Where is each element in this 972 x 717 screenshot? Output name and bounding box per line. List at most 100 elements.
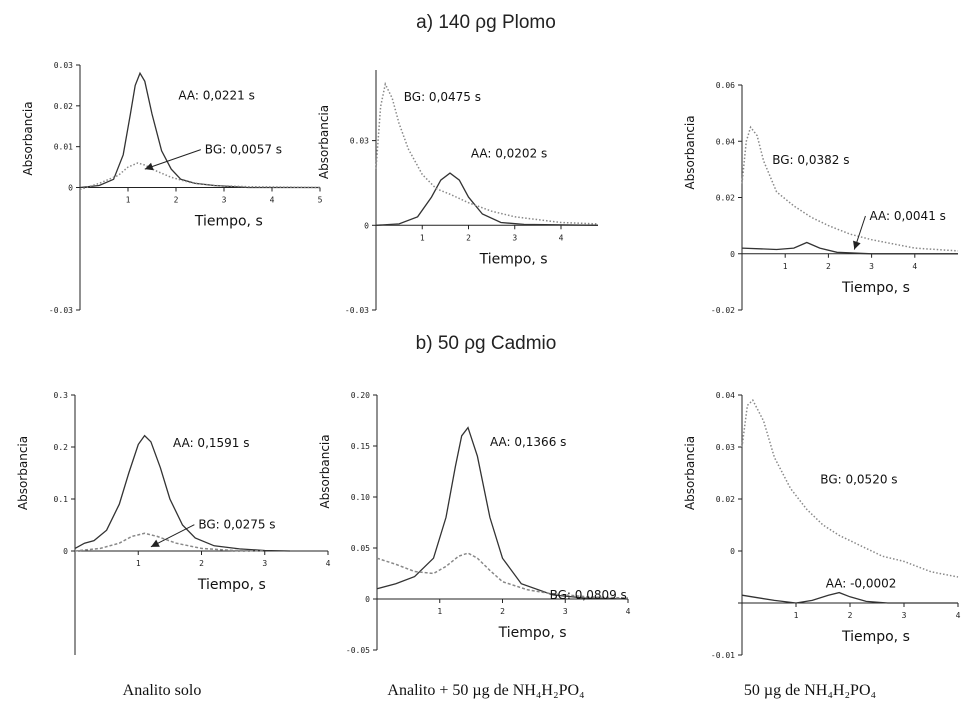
y-tick-label: -0.03 <box>49 306 73 315</box>
y-tick-label: 0.03 <box>54 61 73 70</box>
y-tick-label: 0 <box>365 595 370 604</box>
y-tick-label: -0.03 <box>345 306 369 315</box>
x-tick-label: 2 <box>826 262 831 271</box>
x-tick-label: 1 <box>420 233 425 242</box>
x-tick-label: 3 <box>869 262 874 271</box>
annotation-label: BG: 0,0382 s <box>772 153 849 167</box>
y-tick-label: 0.20 <box>351 391 370 400</box>
x-tick-label: 4 <box>270 196 275 205</box>
x-tick-label: 3 <box>902 611 907 620</box>
x-tick-label: 3 <box>512 233 517 242</box>
annotation-label: BG: 0,0057 s <box>205 143 282 157</box>
aa-signal-line <box>79 71 320 189</box>
annotation-label: AA: 0,1366 s <box>490 435 566 449</box>
y-tick-label: 0.04 <box>716 391 735 400</box>
bg-signal-line <box>375 81 599 225</box>
y-tick-label: 0 <box>730 547 735 556</box>
annotation-label: BG: 0,0809 s <box>550 588 627 602</box>
annotation-arrow <box>150 524 195 548</box>
y-tick-label: 0.15 <box>351 442 370 451</box>
annotation-label: BG: 0,0520 s <box>820 472 897 486</box>
x-tick-label: 2 <box>174 196 179 205</box>
x-tick-label: 4 <box>956 611 961 620</box>
x-tick-label: 2 <box>500 607 505 616</box>
bg-signal-line <box>376 552 629 599</box>
y-tick-label: 0.2 <box>54 443 69 452</box>
annotation-label: AA: 0,0041 s <box>869 209 945 223</box>
chart-panel-5: -0.05 0 0.05 0.10 0.15 0.20 1 2 3 4 Absorbancia Tie… <box>318 391 631 655</box>
x-tick-label: 2 <box>848 611 853 620</box>
annotation-label: BG: 0,0275 s <box>198 518 275 532</box>
y-axis-label: Absorbancia <box>318 434 332 508</box>
chart-panel-4: 0 0.1 0.2 0.3 1 2 3 4 Absorbancia Tiempo, s AA: 0,… <box>16 391 331 655</box>
x-tick-label: 1 <box>126 196 131 205</box>
y-tick-label: 0.01 <box>54 143 73 152</box>
y-tick-label: 0 <box>730 250 735 259</box>
y-axis-label: Absorbancia <box>683 436 697 510</box>
aa-signal-line <box>74 434 291 552</box>
chart-panel-6: -0.01 0 0.02 0.03 0.04 1 2 3 4 Absorbancia Tiempo,… <box>683 391 961 660</box>
x-axis-label: Tiempo, s <box>197 577 266 593</box>
annotation-arrowhead <box>150 539 160 547</box>
aa-signal-line <box>741 241 958 255</box>
x-axis-label: Tiempo, s <box>841 629 910 645</box>
x-tick-label: 1 <box>794 611 799 620</box>
caption-analyte-only: Analito solo <box>122 682 202 699</box>
y-tick-label: 0.02 <box>716 495 735 504</box>
annotation-label: AA: 0,0221 s <box>178 89 254 103</box>
x-tick-label: 2 <box>466 233 471 242</box>
annotation-arrowhead <box>853 240 861 250</box>
x-tick-label: 3 <box>222 196 227 205</box>
caption-analyte-plus-modifier: Analito + 50 µg de NH₄H₂PO₄ <box>387 682 585 699</box>
y-axis-label: Absorbancia <box>16 436 30 510</box>
x-tick-label: 2 <box>199 559 204 568</box>
x-tick-label: 4 <box>559 233 564 242</box>
x-tick-label: 1 <box>783 262 788 271</box>
y-tick-label: 0.02 <box>54 102 73 111</box>
y-tick-label: -0.05 <box>346 646 370 655</box>
bg-signal-line <box>741 398 959 578</box>
aa-signal-line <box>741 591 958 604</box>
x-axis-label: Tiempo, s <box>194 214 263 230</box>
aa-signal-line <box>375 172 599 226</box>
aa-signal-line <box>376 426 629 600</box>
y-axis-label: Absorbancia <box>317 105 331 179</box>
x-tick-label: 4 <box>326 559 331 568</box>
annotation-label: AA: -0,0002 <box>826 576 897 590</box>
y-tick-label: 0.03 <box>716 443 735 452</box>
x-tick-label: 4 <box>912 262 917 271</box>
bg-signal-line <box>74 532 265 552</box>
x-axis-label: Tiempo, s <box>841 280 910 296</box>
x-tick-label: 1 <box>136 559 141 568</box>
x-tick-label: 5 <box>318 196 323 205</box>
annotation-arrowhead <box>144 162 154 171</box>
row-title-cadmium: b) 50 ρg Cadmio <box>415 333 557 354</box>
x-tick-label: 1 <box>437 607 442 616</box>
annotation-label: BG: 0,0475 s <box>404 90 481 104</box>
y-tick-label: 0.1 <box>54 495 69 504</box>
y-tick-label: -0.01 <box>711 651 735 660</box>
y-tick-label: 0 <box>68 184 73 193</box>
y-tick-label: 0.05 <box>351 544 370 553</box>
x-axis-label: Tiempo, s <box>498 625 567 641</box>
y-tick-label: -0.02 <box>711 306 735 315</box>
y-tick-label: 0 <box>63 547 68 556</box>
y-tick-label: 0.06 <box>716 81 735 90</box>
x-axis-label: Tiempo, s <box>479 251 548 267</box>
caption-modifier-only: 50 µg de NH₄H₂PO₄ <box>743 682 877 699</box>
x-tick-label: 4 <box>626 607 631 616</box>
y-axis-label: Absorbancia <box>21 101 35 175</box>
chart-panel-1: -0.03 0 0.01 0.02 0.03 1 2 3 4 5 Absorbancia Tiempo… <box>21 61 323 315</box>
y-axis-label: Absorbancia <box>683 115 697 189</box>
bg-signal-line <box>741 125 959 252</box>
y-tick-label: 0 <box>364 221 369 230</box>
annotation-label: AA: 0,0202 s <box>471 147 547 161</box>
annotation-label: AA: 0,1591 s <box>173 436 249 450</box>
chart-panel-3: -0.02 0 0.02 0.04 0.06 1 2 3 4 Absorbancia Tiempo,… <box>683 81 959 315</box>
y-tick-label: 0.3 <box>54 391 69 400</box>
y-tick-label: 0.03 <box>350 137 369 146</box>
x-tick-label: 3 <box>563 607 568 616</box>
row-title-lead: a) 140 ρg Plomo <box>416 12 556 33</box>
y-tick-label: 0.04 <box>716 137 735 146</box>
